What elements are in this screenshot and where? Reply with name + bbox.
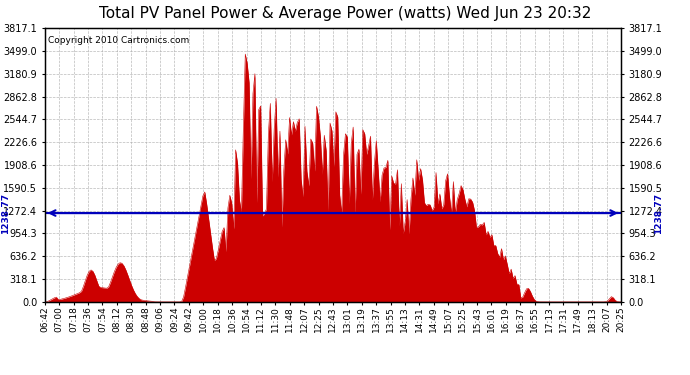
Text: 1238.77: 1238.77 [1,192,10,234]
Text: Total PV Panel Power & Average Power (watts) Wed Jun 23 20:32: Total PV Panel Power & Average Power (wa… [99,6,591,21]
Text: Copyright 2010 Cartronics.com: Copyright 2010 Cartronics.com [48,36,189,45]
Text: 1238.77: 1238.77 [654,192,663,234]
